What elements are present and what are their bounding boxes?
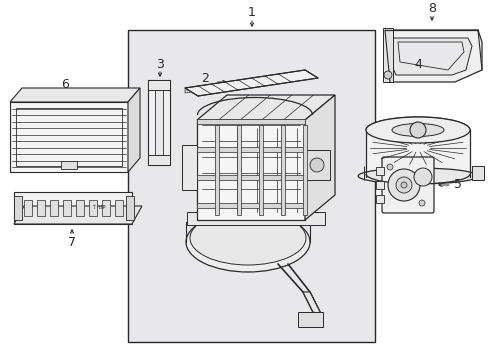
Ellipse shape <box>185 212 309 272</box>
Bar <box>281 125 285 215</box>
Circle shape <box>386 164 392 170</box>
Text: 7: 7 <box>68 235 76 248</box>
Polygon shape <box>384 30 481 82</box>
Bar <box>115 200 123 216</box>
Bar <box>16 108 122 166</box>
Bar <box>14 192 132 224</box>
Ellipse shape <box>365 117 469 143</box>
Bar <box>126 196 134 220</box>
Bar <box>50 200 58 216</box>
Bar <box>305 150 329 180</box>
Bar <box>128 30 374 342</box>
Bar <box>61 161 77 169</box>
Text: 5: 5 <box>453 179 461 192</box>
Circle shape <box>418 200 424 206</box>
Bar <box>215 125 219 215</box>
Text: 1: 1 <box>247 5 255 18</box>
Polygon shape <box>14 206 142 224</box>
Bar <box>24 200 32 216</box>
Bar <box>365 126 469 182</box>
Polygon shape <box>10 102 128 172</box>
Text: 4: 4 <box>413 58 421 72</box>
Polygon shape <box>391 38 471 75</box>
Polygon shape <box>128 88 140 172</box>
Polygon shape <box>184 70 317 96</box>
Polygon shape <box>10 88 140 102</box>
Circle shape <box>309 158 324 172</box>
Bar <box>14 196 22 220</box>
Bar <box>382 28 392 82</box>
Bar <box>148 155 170 165</box>
Bar <box>237 125 241 215</box>
Bar <box>37 200 45 216</box>
Circle shape <box>409 122 425 138</box>
Bar <box>197 147 305 152</box>
Bar <box>259 125 263 215</box>
Bar <box>89 200 97 216</box>
Bar <box>375 181 383 189</box>
Polygon shape <box>148 80 170 165</box>
Polygon shape <box>186 212 325 225</box>
Polygon shape <box>184 72 305 93</box>
Ellipse shape <box>190 211 305 265</box>
Text: 8: 8 <box>427 1 435 14</box>
Circle shape <box>400 182 406 188</box>
Bar <box>197 203 305 208</box>
Bar <box>148 80 170 90</box>
Bar <box>63 200 71 216</box>
Polygon shape <box>303 292 320 314</box>
Bar <box>102 200 110 216</box>
Bar <box>471 166 483 180</box>
Text: ↑ UP: ↑ UP <box>92 206 105 211</box>
FancyBboxPatch shape <box>381 157 433 213</box>
Bar <box>297 312 323 327</box>
Circle shape <box>395 177 411 193</box>
Bar <box>197 119 305 124</box>
Bar <box>197 175 305 180</box>
Text: 3: 3 <box>156 58 163 71</box>
Ellipse shape <box>391 123 443 136</box>
Bar <box>76 200 84 216</box>
Bar <box>375 167 383 175</box>
Bar <box>303 125 306 215</box>
Circle shape <box>383 71 391 79</box>
Polygon shape <box>305 95 334 220</box>
Ellipse shape <box>358 168 477 184</box>
Polygon shape <box>197 95 334 120</box>
Bar <box>182 145 197 190</box>
Text: 2: 2 <box>201 72 208 85</box>
Bar <box>375 195 383 203</box>
Circle shape <box>413 168 431 186</box>
Bar <box>155 88 163 157</box>
Polygon shape <box>397 42 463 70</box>
Circle shape <box>387 169 419 201</box>
Polygon shape <box>197 120 305 220</box>
Text: 6: 6 <box>61 77 69 90</box>
